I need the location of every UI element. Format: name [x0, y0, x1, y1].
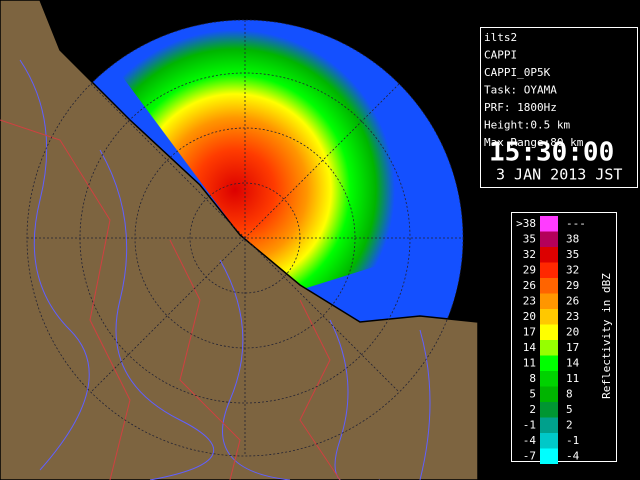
land — [0, 0, 478, 480]
legend-low: -7 — [523, 449, 536, 462]
legend-low: 26 — [523, 279, 536, 292]
legend-low: -1 — [523, 418, 536, 431]
legend-low: 35 — [523, 232, 536, 245]
info-lines: ilts2 CAPPI CAPPI_0P5K Task: OYAMA PRF: 1800… — [484, 31, 584, 149]
info-line: CAPPI_0P5K — [484, 66, 551, 79]
boundaries — [0, 119, 341, 480]
legend-low: 14 — [523, 341, 537, 354]
legend-swatch — [540, 262, 558, 278]
rivers — [19, 59, 431, 480]
legend-swatch — [540, 247, 558, 263]
legend-low: 8 — [529, 372, 536, 385]
legend-low: 20 — [523, 310, 536, 323]
info-line: PRF: 1800Hz — [484, 101, 557, 114]
legend-high: 29 — [566, 279, 579, 292]
legend-low: 23 — [523, 294, 536, 307]
legend-low: 29 — [523, 263, 536, 276]
legend-swatch — [540, 433, 558, 449]
legend-high: 14 — [566, 356, 580, 369]
info-line: Task: OYAMA — [484, 84, 557, 97]
legend-low: >38 — [516, 217, 536, 230]
legend-low: 2 — [529, 403, 536, 416]
legend-high: -4 — [566, 449, 580, 462]
legend-swatch — [540, 340, 558, 356]
legend-high: -1 — [566, 434, 579, 447]
legend-low: 32 — [523, 248, 536, 261]
legend-rows: >38 --- 35 38 32 35 29 32 26 29 23 26 20 23 17 20 14 17 11… — [516, 216, 586, 464]
legend-swatch — [540, 448, 558, 464]
legend-low: -4 — [523, 434, 537, 447]
legend-swatch — [540, 371, 558, 387]
time: 15:30:00 — [489, 138, 614, 168]
echo-area — [110, 26, 460, 291]
info-line: Max Range:80 km — [484, 136, 584, 149]
info-line: Height:0.5 km — [484, 119, 570, 132]
legend-high: 38 — [566, 232, 579, 245]
legend-swatch — [540, 216, 558, 232]
legend-swatch — [540, 309, 558, 325]
legend-high: 17 — [566, 341, 579, 354]
legend-low: 11 — [523, 356, 536, 369]
legend-high: --- — [566, 217, 586, 230]
legend-high: 20 — [566, 325, 579, 338]
legend-high: 8 — [566, 387, 573, 400]
legend-box — [511, 212, 617, 462]
legend-swatch — [540, 231, 558, 247]
radar-map — [0, 0, 478, 480]
legend-high: 35 — [566, 248, 579, 261]
legend-high: 2 — [566, 418, 573, 431]
legend-low: 17 — [523, 325, 536, 338]
legend-swatch — [540, 386, 558, 402]
range-rings — [26, 19, 464, 457]
info-line: CAPPI — [484, 49, 517, 62]
legend-high: 5 — [566, 403, 573, 416]
legend-high: 11 — [566, 372, 579, 385]
legend-swatch — [540, 278, 558, 294]
legend-swatch — [540, 324, 558, 340]
legend-swatch — [540, 417, 558, 433]
legend-low: 5 — [529, 387, 536, 400]
date: 3 JAN 2013 JST — [496, 166, 622, 184]
legend-high: 26 — [566, 294, 579, 307]
legend-swatch — [540, 293, 558, 309]
legend-high: 23 — [566, 310, 579, 323]
info-line: ilts2 — [484, 31, 517, 44]
info-panel — [480, 27, 638, 188]
legend-high: 32 — [566, 263, 579, 276]
legend-swatch — [540, 355, 558, 371]
legend-title: Reflectivity in dBZ — [600, 273, 613, 399]
legend-swatch — [540, 402, 558, 418]
